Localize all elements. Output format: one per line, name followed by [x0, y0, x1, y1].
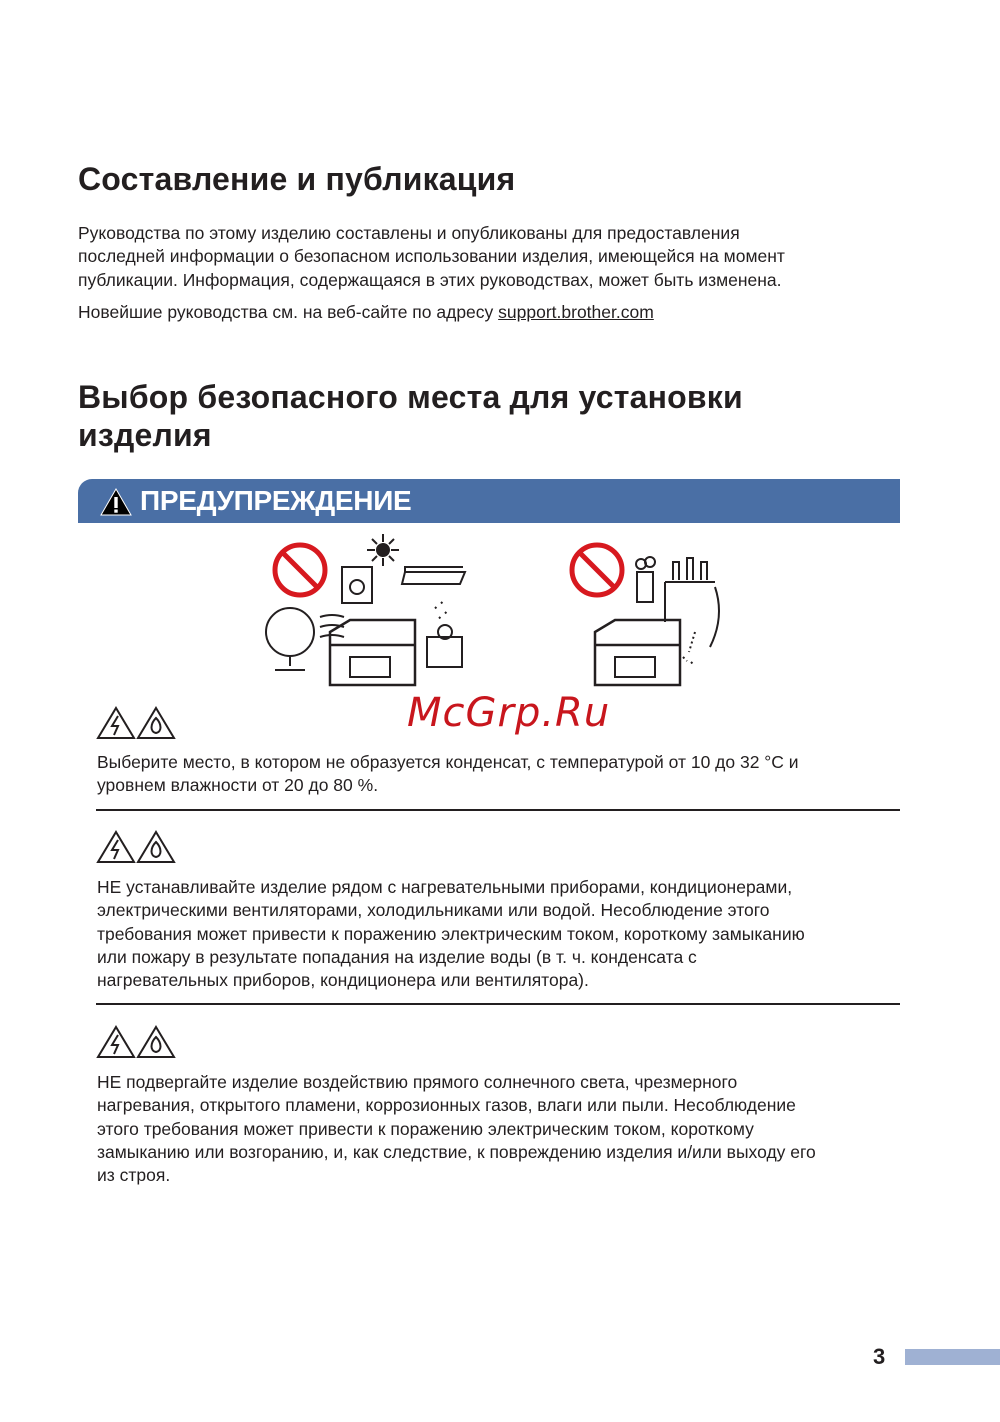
- text-line: уровнем влажности от 20 до 80 %.: [97, 775, 379, 796]
- text-line: нагревания, открытого пламени, коррозион…: [97, 1095, 796, 1116]
- warning-banner: ПРЕДУПРЕЖДЕНИЕ: [78, 479, 900, 523]
- text-line: Выберите место, в котором не образуется …: [97, 752, 799, 772]
- website-paragraph: Новейшие руководства см. на веб-сайте по…: [78, 301, 654, 324]
- printer-icon: [593, 618, 682, 687]
- vase-icon: [636, 571, 654, 603]
- text-line: Руководства по этому изделию составлены …: [78, 223, 740, 243]
- warning-triangle-icon: [100, 488, 132, 516]
- hazards-illustration-heat-fan-humidity: [265, 534, 467, 687]
- section-title-location: Выбор безопасного места для установки из…: [78, 378, 743, 454]
- fan-icon: [265, 607, 315, 657]
- page-number-bar: [905, 1349, 1000, 1365]
- text-line: публикации. Информация, содержащаяся в э…: [78, 269, 782, 290]
- electric-shock-fire-warning-icons: [96, 706, 176, 739]
- humidifier-icon: [426, 636, 463, 668]
- electric-shock-fire-warning-icons: [96, 1025, 176, 1058]
- bottles-icon: [672, 557, 708, 580]
- water-hose-icon: [709, 586, 720, 648]
- text-line: НЕ подвергайте изделие воздействию прямо…: [97, 1072, 738, 1092]
- text-line: замыканию или возгоранию, и, как следств…: [97, 1141, 816, 1162]
- hazards-illustration-water: [569, 542, 720, 687]
- title-line: изделия: [78, 417, 212, 453]
- text-line: электрическими вентиляторами, холодильни…: [97, 900, 770, 921]
- heater-icon: [341, 566, 373, 604]
- title-line: Выбор безопасного места для установки: [78, 379, 743, 415]
- watermark: McGrp.Ru: [407, 690, 611, 736]
- divider: [96, 809, 900, 811]
- sun-icon: [376, 543, 390, 557]
- website-text: Новейшие руководства см. на веб-сайте по…: [78, 302, 499, 322]
- text-line: из строя.: [97, 1165, 171, 1186]
- text-line: последней информации о безопасном исполь…: [78, 246, 785, 267]
- warning-label: ПРЕДУПРЕЖДЕНИЕ: [140, 485, 412, 516]
- divider: [96, 1003, 900, 1005]
- text-line: этого требования может привести к пораже…: [97, 1118, 754, 1139]
- air-conditioner-icon: [400, 566, 467, 585]
- publication-paragraph: Руководства по этому изделию составлены …: [78, 222, 785, 292]
- text-line: НЕ устанавливайте изделие рядом с нагрев…: [97, 877, 793, 897]
- text-line: требования может привести к поражению эл…: [97, 923, 805, 944]
- text-line: нагревательных приборов, кондиционера ил…: [97, 970, 589, 991]
- warning-text-1: Выберите место, в котором не образуется …: [97, 751, 799, 798]
- prohibited-icon: [569, 542, 625, 598]
- warning-text-2: НЕ устанавливайте изделие рядом с нагрев…: [97, 876, 805, 992]
- warning-text-3: НЕ подвергайте изделие воздействию прямо…: [97, 1071, 816, 1187]
- text-line: или пожару в результате попадания на изд…: [97, 946, 697, 967]
- support-link[interactable]: support.brother.com: [498, 302, 654, 322]
- prohibited-icon: [272, 542, 328, 598]
- section-title-publication: Составление и публикация: [78, 161, 516, 197]
- page-number: 3: [873, 1344, 886, 1369]
- printer-icon: [328, 618, 417, 687]
- electric-shock-fire-warning-icons: [96, 830, 176, 863]
